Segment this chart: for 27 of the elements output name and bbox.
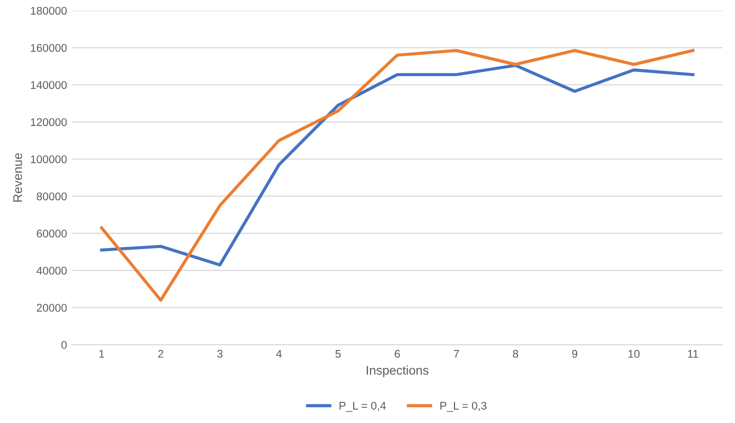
line-series (100, 64, 694, 266)
y-tick-label: 40000 (36, 266, 67, 275)
y-tick-label: 160000 (30, 44, 67, 52)
x-tick-label: 10 (628, 350, 640, 358)
y-tick-label: 120000 (30, 118, 67, 126)
line-series (100, 48, 694, 302)
x-tick-label: 2 (158, 350, 164, 358)
x-tick-label: 9 (572, 350, 578, 358)
x-axis-title: Inspections (366, 366, 428, 378)
y-tick-label: 180000 (30, 6, 67, 15)
x-tick-label: 6 (394, 350, 400, 358)
x-tick-label: 11 (688, 350, 698, 358)
y-tick-label: 80000 (36, 192, 67, 200)
x-tick-label: 3 (217, 350, 222, 358)
x-tick-label: 7 (454, 350, 459, 358)
legend-label: P_L = 0,4 (340, 402, 386, 412)
y-tick-label: 60000 (36, 230, 67, 238)
x-tick-label: 5 (335, 350, 341, 358)
legend-label: P_L = 0,3 (440, 402, 486, 412)
x-tick-label: 4 (276, 350, 282, 358)
y-tick-label: 0 (61, 341, 67, 349)
x-tick-label: 1 (99, 350, 104, 358)
y-axis-title: Revenue (13, 153, 22, 202)
x-tick-label: 8 (512, 350, 518, 358)
y-tick-label: 20000 (36, 304, 67, 312)
y-tick-label: 140000 (30, 81, 67, 89)
y-tick-label: 100000 (30, 155, 67, 164)
